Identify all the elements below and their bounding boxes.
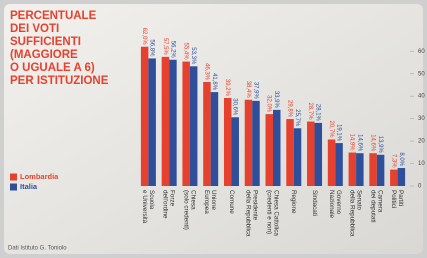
- value-label: 33,9%: [273, 91, 279, 109]
- bar: [203, 82, 211, 186]
- value-label: 38,4%: [245, 81, 251, 99]
- value-label: 57,5%: [162, 38, 168, 56]
- value-label: 39,2%: [224, 79, 230, 97]
- bar: [182, 62, 190, 186]
- value-label: 28,7%: [307, 103, 313, 121]
- bar: [377, 155, 385, 186]
- bar: [252, 101, 260, 186]
- value-label: 29,8%: [286, 100, 292, 118]
- bar: [273, 110, 281, 186]
- x-tick-label: Chiesa Cattolica(credenti e non): [266, 190, 280, 236]
- chart: PERCENTUALEDEI VOTISUFFICIENTI(MAGGIOREO…: [0, 0, 427, 258]
- bar: [398, 168, 406, 186]
- bar: [286, 119, 294, 186]
- bar: [390, 170, 398, 186]
- legend-swatch: [10, 174, 17, 181]
- y-tick-label: 10: [418, 161, 425, 167]
- bar: [266, 114, 274, 186]
- bar: [349, 153, 357, 186]
- value-label: 19,1%: [335, 124, 341, 142]
- value-label: 46,3%: [203, 63, 209, 81]
- bar: [335, 143, 343, 186]
- value-label: 55,4%: [183, 43, 189, 61]
- legend-label: Lombardia: [20, 172, 59, 181]
- value-label: 56,8%: [149, 39, 155, 57]
- bar: [356, 153, 364, 186]
- bar: [328, 140, 336, 186]
- value-label: 20,7%: [328, 120, 334, 138]
- value-label: 28,1%: [315, 104, 321, 122]
- value-label: 7,3%: [390, 154, 396, 168]
- y-tick-label: 50: [418, 71, 425, 77]
- page: {"chart_data": {"type": "bar", "title": …: [0, 0, 427, 258]
- bar: [307, 122, 315, 186]
- y-tick-label: 40: [418, 94, 425, 100]
- value-label: 30,6%: [232, 98, 238, 116]
- value-label: 8,0%: [398, 152, 404, 166]
- value-label: 14,6%: [370, 134, 376, 152]
- source: Dati Istituto G. Toniolo: [8, 246, 67, 252]
- bar: [369, 153, 377, 186]
- x-tick-label: PartitiPolitici: [390, 190, 404, 208]
- legend-swatch: [10, 184, 17, 191]
- bar: [231, 117, 239, 186]
- bar: [294, 128, 302, 186]
- x-tick-label: Regione: [290, 190, 297, 214]
- bar: [315, 123, 323, 186]
- bar: [245, 100, 253, 186]
- bar: [141, 47, 149, 186]
- y-tick-label: 20: [418, 139, 425, 145]
- x-tick-label: Sindacati: [311, 190, 318, 216]
- value-label: 37,9%: [252, 82, 258, 100]
- bar: [148, 58, 156, 186]
- value-label: 14,6%: [356, 134, 362, 152]
- value-label: 25,7%: [294, 109, 300, 127]
- bar: [224, 98, 232, 186]
- bar: [211, 92, 219, 186]
- value-label: 53,3%: [190, 47, 196, 65]
- y-tick-label: 30: [418, 116, 425, 122]
- value-label: 62,0%: [141, 28, 147, 46]
- value-label: 32,0%: [266, 95, 272, 113]
- legend-label: Italia: [20, 182, 38, 191]
- bar: [162, 57, 170, 186]
- bar: [190, 66, 198, 186]
- value-label: 14,9%: [349, 134, 355, 152]
- bar: [169, 60, 177, 186]
- value-label: 56,2%: [169, 41, 175, 59]
- x-tick-label: Comune: [228, 190, 235, 214]
- value-label: 13,9%: [377, 136, 383, 154]
- y-tick-label: 60: [418, 49, 425, 55]
- value-label: 41,8%: [211, 73, 217, 91]
